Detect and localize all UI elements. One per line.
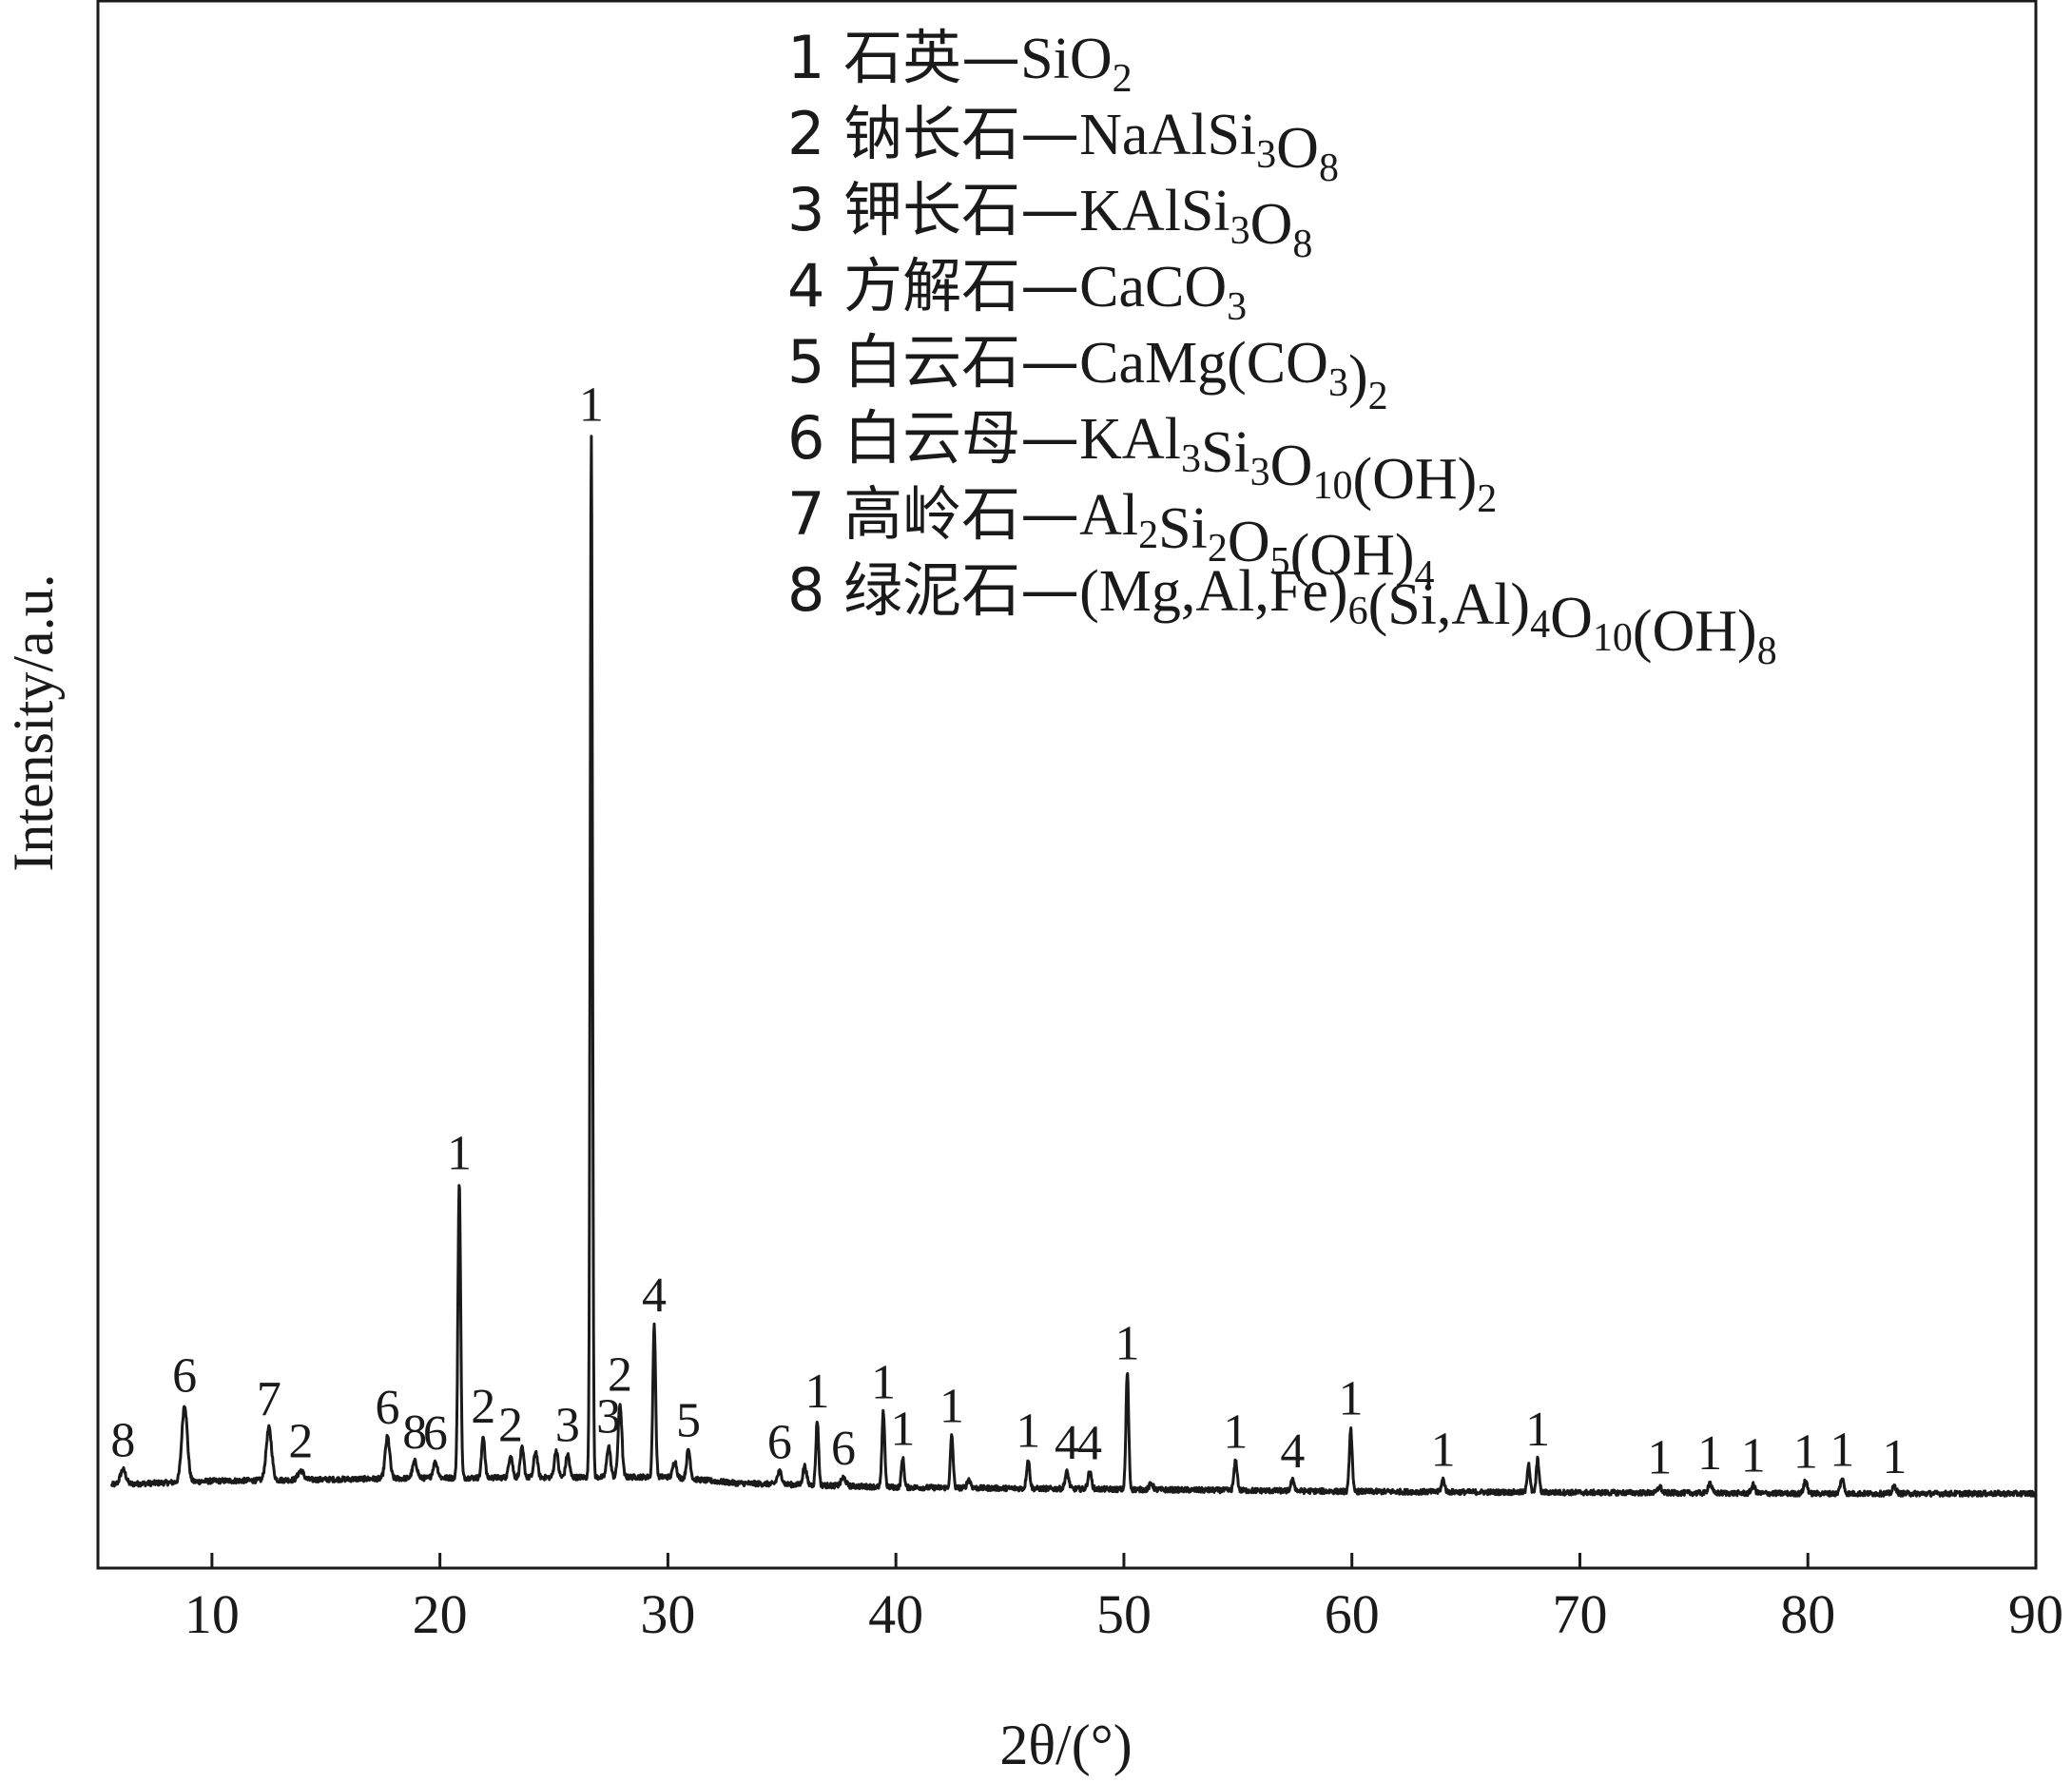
peak-label: 1 [1647, 1430, 1672, 1484]
peak-label: 6 [767, 1416, 792, 1470]
peak-label: 1 [1016, 1405, 1040, 1459]
peak-label: 1 [1830, 1423, 1854, 1477]
x-tick-label: 90 [2008, 1583, 2063, 1645]
legend-entry: 7 高岭石—Al2Si2O5(OH)4 [787, 479, 1435, 597]
peak-label: 1 [1525, 1403, 1550, 1457]
peak-label: 6 [831, 1422, 856, 1476]
legend-entry: 3 钾长石—KAlSi3O8 [787, 175, 1312, 266]
peak-label: 6 [376, 1381, 400, 1435]
peak-label: 3 [596, 1389, 621, 1444]
legend-entry: 5 白云石—CaMg(CO3)2 [787, 327, 1388, 418]
peak-label: 4 [1077, 1416, 1102, 1470]
peak-label: 2 [471, 1380, 495, 1434]
x-tick-label: 60 [1325, 1583, 1380, 1645]
peak-label: 1 [579, 378, 604, 432]
peak-label: 8 [110, 1414, 135, 1468]
peak-label: 1 [447, 1127, 472, 1181]
x-tick-label: 10 [184, 1583, 240, 1645]
peak-label: 6 [423, 1406, 448, 1461]
legend-entry: 8 绿泥石—(Mg,Al,Fe)6(Si,Al)4O10(OH)8 [787, 555, 1777, 673]
x-tick-label: 30 [640, 1583, 695, 1645]
plot-frame [96, 0, 2038, 1570]
peak-label: 4 [642, 1269, 667, 1323]
x-tick-label: 70 [1552, 1583, 1607, 1645]
peak-label: 7 [257, 1372, 281, 1426]
peak-label: 1 [871, 1356, 896, 1410]
x-tick-label: 80 [1780, 1583, 1835, 1645]
peak-label: 2 [608, 1348, 632, 1403]
legend-entry: 6 白云母—KAl3Si3O10(OH)2 [787, 403, 1497, 521]
peak-label: 2 [498, 1399, 523, 1453]
x-tick-label: 50 [1096, 1583, 1152, 1645]
peak-label: 4 [1055, 1416, 1079, 1470]
peak-label: 1 [939, 1380, 964, 1434]
peak-label: 1 [1431, 1424, 1456, 1478]
peak-label: 1 [1741, 1429, 1766, 1483]
peak-label: 1 [1115, 1316, 1140, 1370]
peak-label: 2 [288, 1414, 313, 1468]
legend-entry: 1 石英—SiO2 [787, 23, 1133, 101]
peak-label: 5 [676, 1393, 701, 1447]
y-axis-label: Intensity/a.u. [2, 573, 65, 871]
x-tick-label: 40 [868, 1583, 923, 1645]
peak-label: 1 [890, 1402, 915, 1456]
x-tick-label: 20 [413, 1583, 468, 1645]
peak-label: 3 [555, 1398, 580, 1452]
peak-label: 8 [402, 1405, 427, 1460]
peak-label: 1 [804, 1365, 829, 1419]
xrd-pattern-line [109, 435, 2038, 1498]
peak-label: 1 [1793, 1424, 1818, 1479]
peak-label: 6 [172, 1348, 197, 1403]
peak-label: 1 [1339, 1371, 1364, 1425]
legend-entry: 4 方解石—CaCO3 [787, 251, 1247, 329]
peak-label: 1 [1882, 1430, 1907, 1484]
legend-entry: 2 钠长石—NaAlSi3O8 [787, 99, 1339, 190]
peak-label: 4 [1280, 1424, 1305, 1479]
x-axis: 10 20 30 40 50 60 70 80 90 [184, 1553, 2063, 1645]
peak-label: 1 [1697, 1426, 1722, 1481]
x-axis-label: 2θ/(°) [999, 1714, 1132, 1776]
peak-label: 1 [1223, 1405, 1248, 1460]
